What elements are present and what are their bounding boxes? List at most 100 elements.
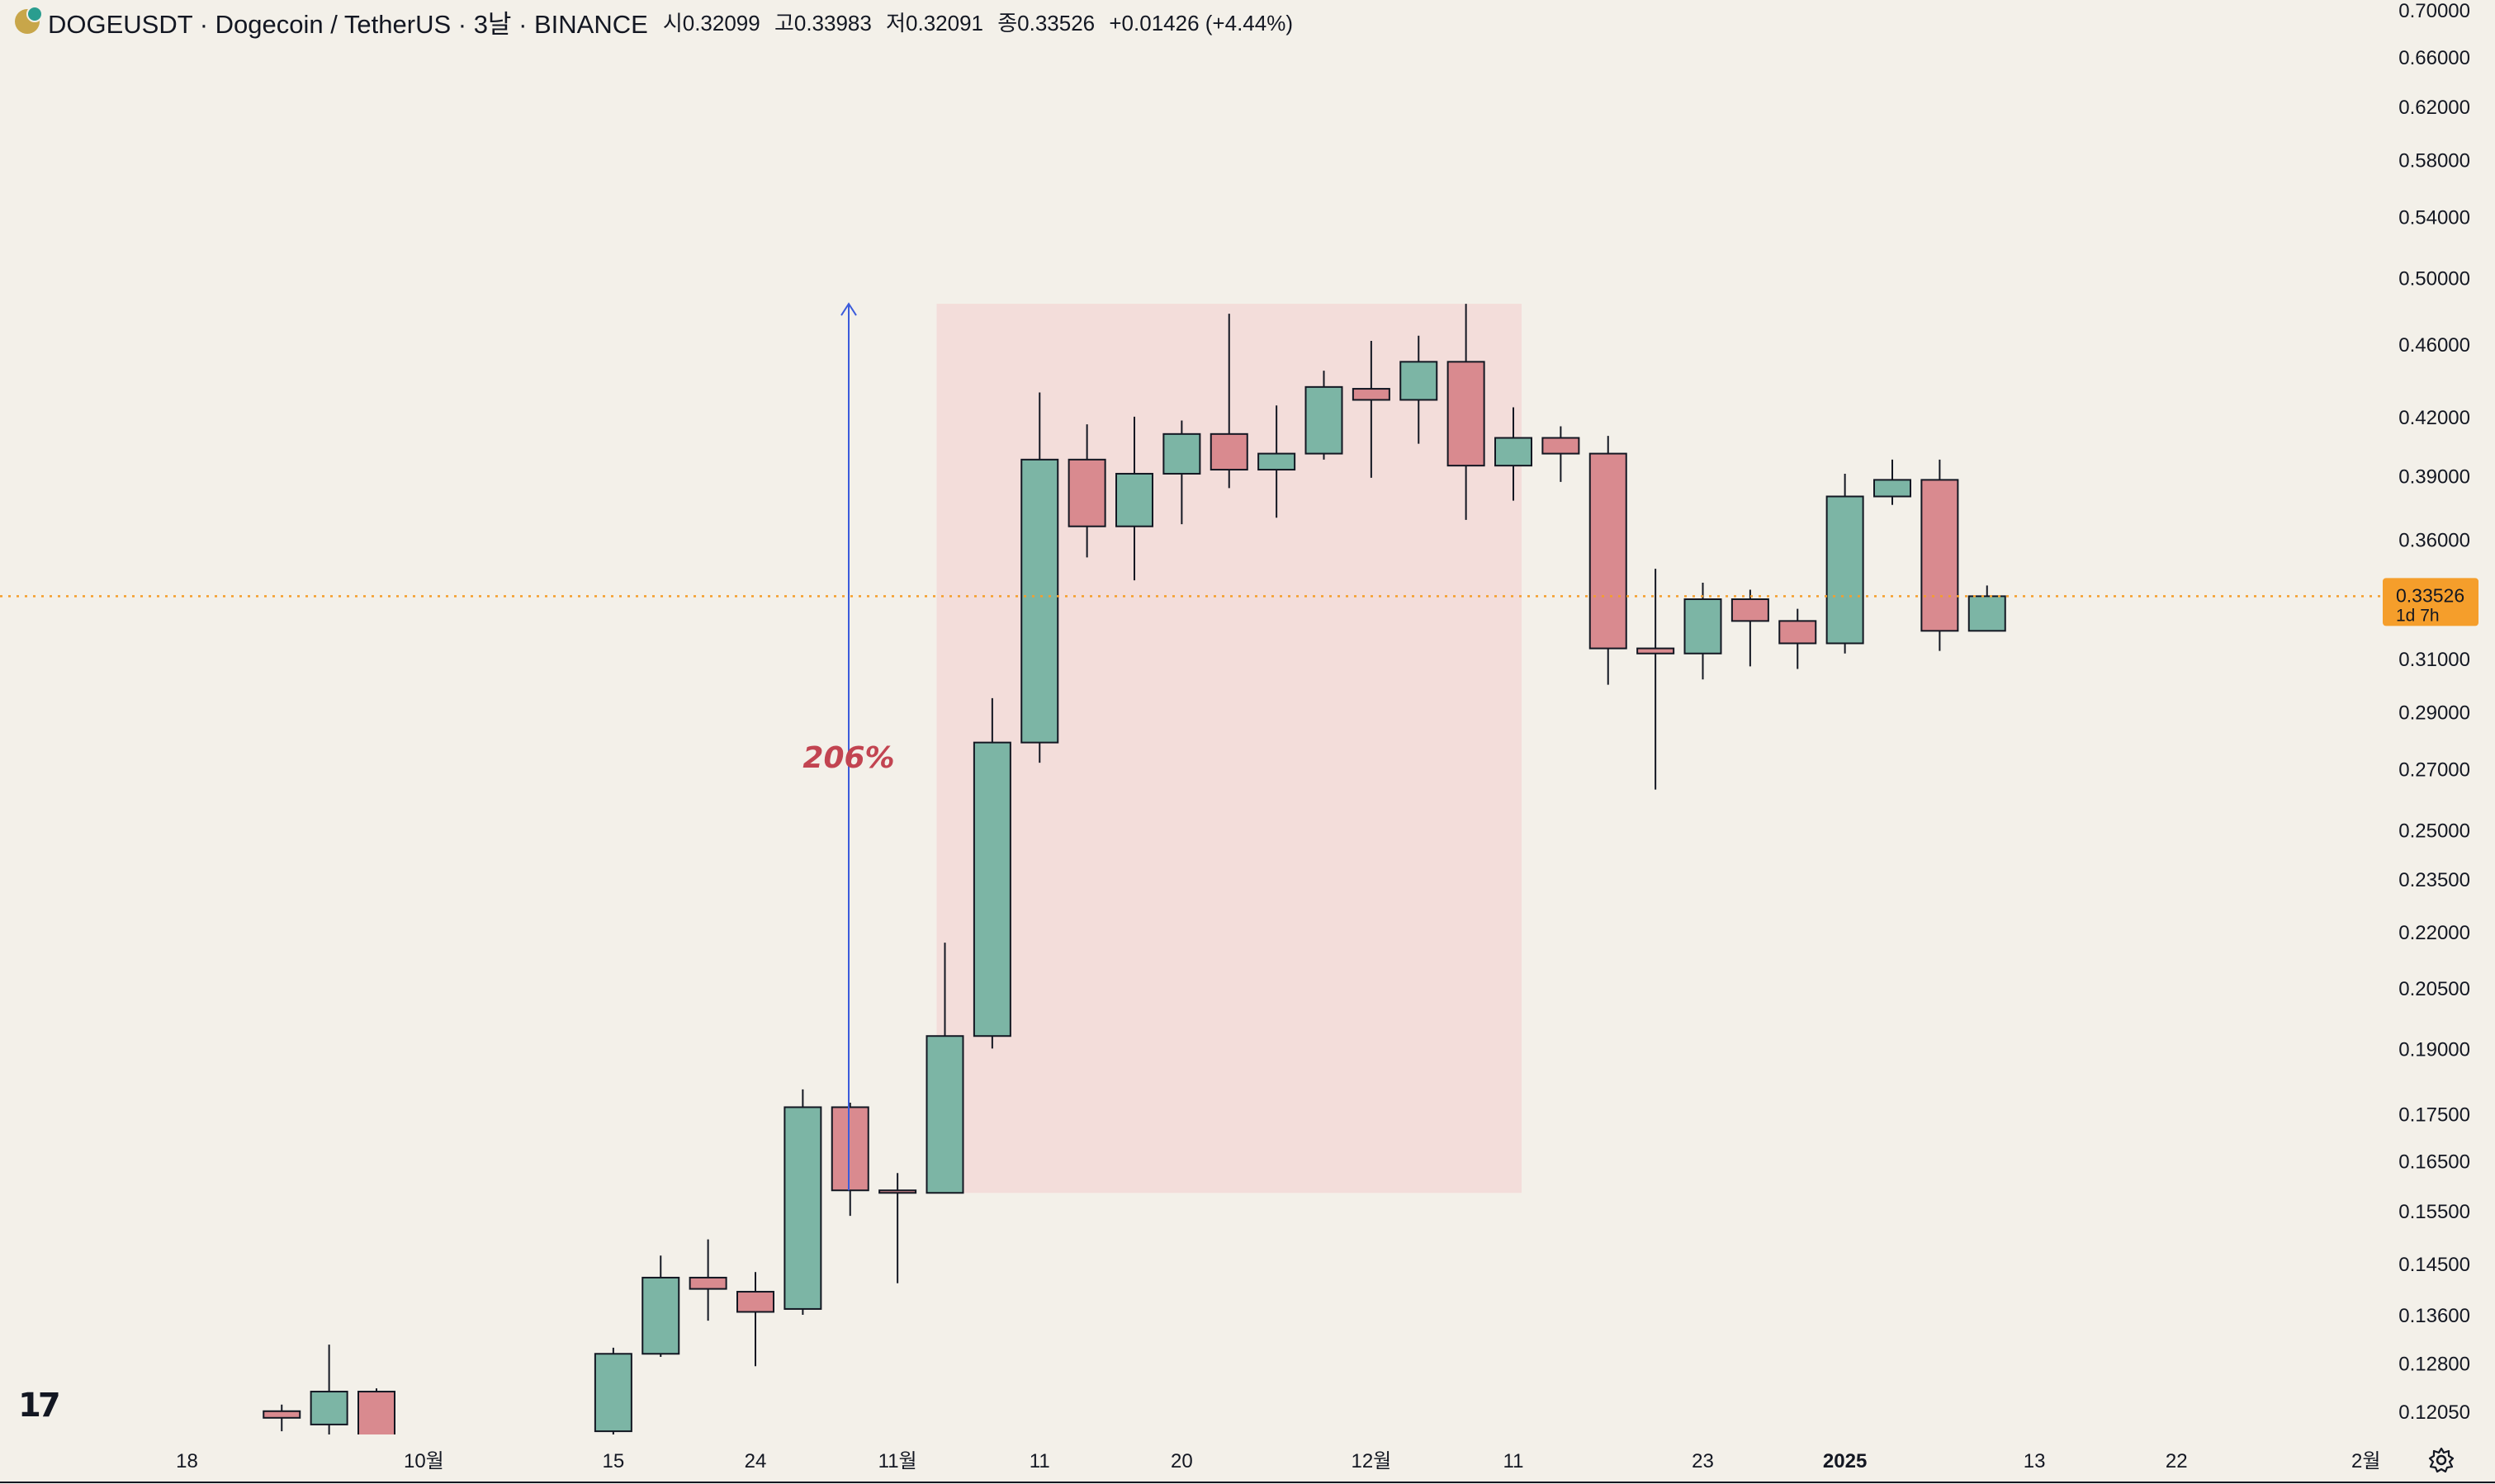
candle [1873,459,1911,505]
x-tick-label: 22 [2166,1450,2188,1472]
candle-body [1541,437,1580,455]
y-tick-label: 0.54000 [2398,206,2470,229]
candle-body [973,741,1011,1037]
y-tick-label: 0.66000 [2398,47,2470,69]
y-axis: 0.70000 0.66000 0.62000 0.58000 0.54000 0.500… [2383,0,2478,1424]
candle [642,1255,680,1357]
candle-body [1636,647,1675,655]
candle [1020,392,1059,763]
candle-body [1068,458,1106,527]
y-tick-label: 0.25000 [2398,820,2470,843]
candle [1825,473,1864,654]
candle [878,1173,917,1283]
candle-body [1162,432,1201,475]
gear-icon[interactable] [2427,1446,2455,1474]
candle-body [1920,479,1959,632]
x-tick-label: 12월 [1351,1450,1391,1472]
candle-body [878,1189,917,1194]
price-tag [2383,578,2478,626]
x-tick-label: 23 [1692,1450,1714,1472]
y-tick-label: 0.15500 [2398,1201,2470,1223]
candle-body [500,1449,537,1484]
x-tick-label: 18 [176,1450,198,1472]
measure-label: 206% [802,741,894,775]
candle [1210,314,1248,489]
y-tick-label: 0.20500 [2398,978,2470,1000]
candle [263,1404,301,1432]
y-tick-label: 0.36000 [2398,530,2470,552]
candle [357,1388,395,1434]
candle [1115,416,1153,581]
candles [263,304,2006,1484]
y-tick-label: 0.22000 [2398,922,2470,944]
x-tick-label: 24 [745,1450,767,1472]
y-tick-label: 0.46000 [2398,334,2470,357]
candle [594,1347,632,1434]
ohlc-readout: 시0.32099 고0.33983 저0.32091 종0.33526 +0.0… [663,7,1301,37]
candle [1967,585,2006,632]
candle [310,1345,348,1434]
x-tick-label: 2025 [1823,1450,1867,1472]
y-tick-label: 0.23500 [2398,869,2470,891]
candle [1446,304,1485,520]
price-tag-countdown: 1d 7h [2396,606,2440,625]
symbol-title[interactable]: DOGEUSDT · Dogecoin / TetherUS · 3날 · BI… [48,9,648,39]
candle-body [926,1035,964,1194]
candle-body [1588,452,1627,650]
candle-body [1825,495,1864,645]
x-axis: 18 10월 15 24 11월 11 20 12월 11 23 2025 13 22 2월 [0,1450,2495,1483]
candle [1352,340,1390,478]
y-tick-label: 0.13600 [2398,1305,2470,1327]
y-tick-label: 0.27000 [2398,759,2470,781]
y-tick-label: 0.12050 [2398,1401,2470,1424]
candle-body [1967,595,2006,632]
candle [1068,424,1106,558]
candle-body [1494,437,1532,467]
price-tag-value: 0.33526 [2396,584,2464,606]
y-tick-label: 0.42000 [2398,407,2470,429]
close-value: 종0.33526 [997,10,1096,35]
y-tick-label: 0.31000 [2398,649,2470,671]
candle [736,1272,774,1367]
candle [1304,371,1343,460]
y-tick-label: 0.58000 [2398,149,2470,172]
y-tick-label: 0.70000 [2398,0,2470,22]
candle [1257,405,1296,518]
y-tick-label: 0.19000 [2398,1038,2470,1061]
y-tick-label: 0.16500 [2398,1151,2470,1173]
candle [1588,436,1627,685]
candle-body [736,1291,774,1313]
candle [1778,608,1817,669]
dogecoin-icon [15,6,43,34]
x-tick-label: 20 [1171,1450,1193,1472]
candle-body [310,1391,348,1425]
tradingview-logo-icon[interactable]: 17 [18,1387,61,1425]
y-tick-label: 0.14500 [2398,1254,2470,1276]
low-value: 저0.32091 [886,10,983,35]
candle-body [1730,598,1769,622]
candle-body [1115,472,1153,527]
candle-body [1399,361,1438,401]
candle-body [1257,452,1296,471]
candle [1541,426,1580,482]
candle-body [263,1410,301,1419]
candle [689,1239,727,1321]
candle-body [831,1106,869,1192]
candle-body [784,1106,822,1310]
candle [831,1103,869,1217]
candle-body [1020,458,1059,744]
y-tick-label: 0.39000 [2398,466,2470,488]
candle [500,1449,537,1484]
change-value: +0.01426 (+4.44%) [1109,10,1293,35]
candle-body [689,1276,727,1290]
candle [926,943,964,1194]
candle [1683,582,1722,680]
candle-body [1446,361,1485,467]
candle-body [1210,432,1248,471]
symbol-header: DOGEUSDT · Dogecoin / TetherUS · 3날 · BI… [15,5,1301,39]
candle-body [1683,598,1722,655]
candle [1636,569,1675,790]
x-tick-label: 15 [603,1450,625,1472]
candle-body [357,1391,395,1434]
